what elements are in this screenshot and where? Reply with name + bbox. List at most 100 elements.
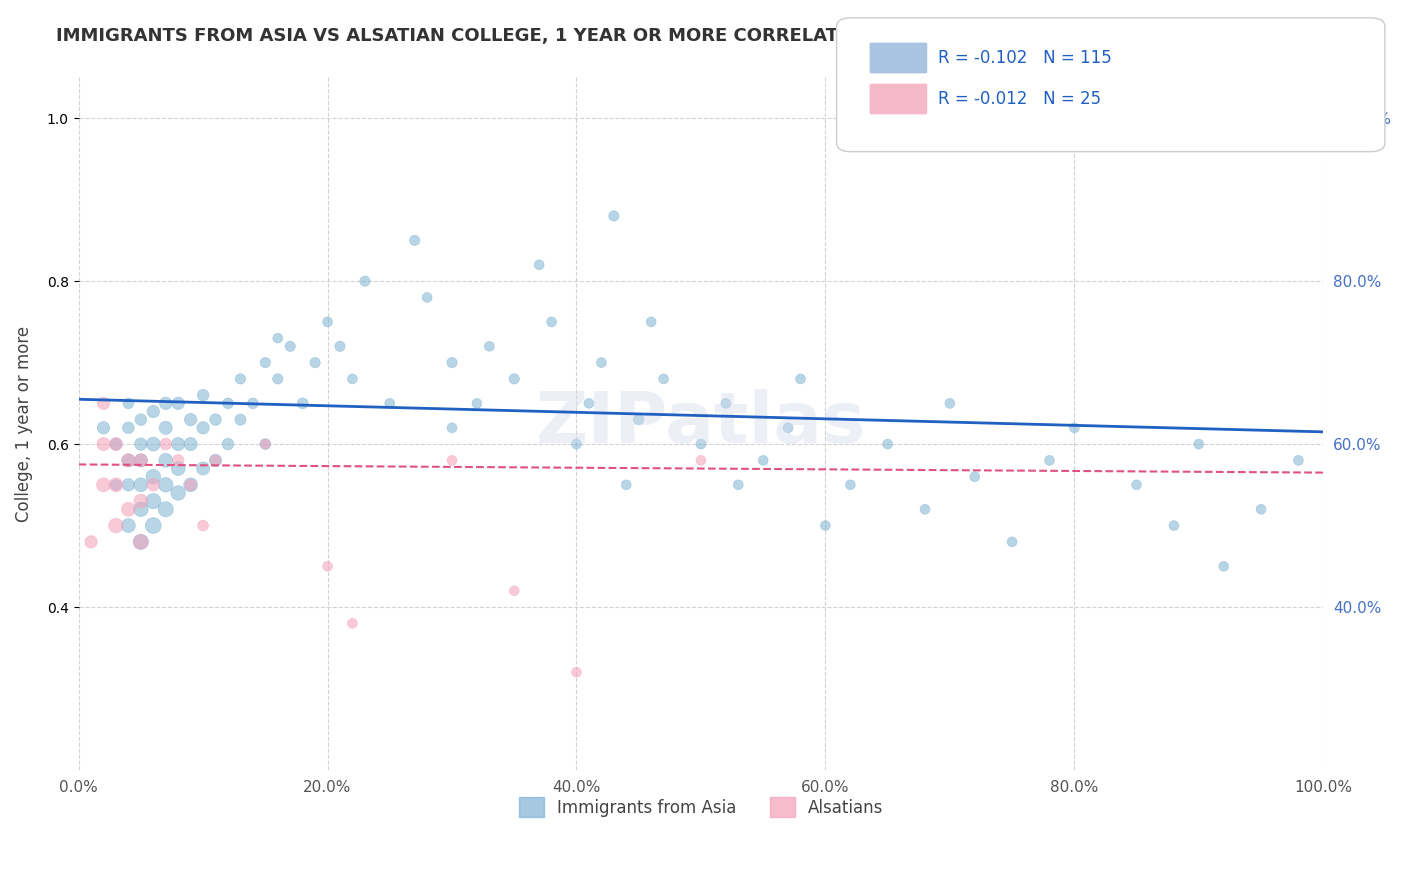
Point — [229, 372, 252, 386]
Point — [242, 396, 264, 410]
Point — [1250, 502, 1272, 516]
Point — [291, 396, 314, 410]
Point — [155, 421, 177, 435]
Point — [329, 339, 352, 353]
Point — [503, 372, 526, 386]
Point — [440, 453, 463, 467]
Text: ZIPatlas: ZIPatlas — [536, 389, 866, 458]
Point — [1286, 453, 1309, 467]
Point — [117, 518, 139, 533]
Point — [1212, 559, 1234, 574]
Point — [342, 372, 364, 386]
Point — [690, 453, 713, 467]
Point — [939, 396, 962, 410]
Point — [254, 437, 277, 451]
Point — [1188, 437, 1211, 451]
Point — [603, 209, 626, 223]
Point — [104, 437, 127, 451]
Point — [142, 404, 165, 418]
Point — [167, 453, 190, 467]
Point — [104, 478, 127, 492]
Point — [267, 331, 290, 345]
Point — [503, 583, 526, 598]
Point — [254, 437, 277, 451]
Point — [217, 437, 239, 451]
Point — [129, 412, 152, 426]
Point — [465, 396, 488, 410]
Point — [565, 665, 588, 680]
Point — [104, 478, 127, 492]
Point — [142, 518, 165, 533]
Point — [117, 453, 139, 467]
Point — [167, 396, 190, 410]
Legend: Immigrants from Asia, Alsatians: Immigrants from Asia, Alsatians — [512, 790, 890, 824]
Point — [80, 534, 103, 549]
Point — [155, 396, 177, 410]
Point — [752, 453, 775, 467]
Point — [578, 396, 600, 410]
Point — [714, 396, 737, 410]
Point — [129, 534, 152, 549]
Point — [180, 437, 202, 451]
Text: Source: ZipAtlas.com: Source: ZipAtlas.com — [1216, 27, 1364, 41]
Point — [129, 437, 152, 451]
Point — [416, 290, 439, 304]
Point — [191, 421, 214, 435]
Point — [591, 356, 613, 370]
Point — [93, 421, 115, 435]
Point — [267, 372, 290, 386]
Point — [627, 412, 650, 426]
Point — [93, 396, 115, 410]
Point — [191, 518, 214, 533]
Point — [304, 356, 326, 370]
Point — [316, 315, 339, 329]
Point — [93, 478, 115, 492]
Point — [839, 478, 862, 492]
Point — [378, 396, 401, 410]
Point — [129, 478, 152, 492]
Point — [117, 421, 139, 435]
Point — [167, 437, 190, 451]
Point — [789, 372, 811, 386]
Point — [191, 388, 214, 402]
Point — [129, 494, 152, 508]
Point — [204, 453, 226, 467]
Point — [167, 486, 190, 500]
Point — [142, 469, 165, 483]
Point — [727, 478, 749, 492]
Point — [129, 453, 152, 467]
Point — [117, 502, 139, 516]
Point — [640, 315, 662, 329]
Point — [129, 534, 152, 549]
Point — [1038, 453, 1060, 467]
Point — [142, 478, 165, 492]
Point — [167, 461, 190, 475]
Point — [540, 315, 562, 329]
Point — [229, 412, 252, 426]
Point — [440, 356, 463, 370]
Point — [565, 437, 588, 451]
Point — [129, 502, 152, 516]
Point — [204, 453, 226, 467]
Point — [155, 502, 177, 516]
Point — [814, 518, 837, 533]
Point — [104, 437, 127, 451]
Point — [117, 453, 139, 467]
Point — [278, 339, 301, 353]
Point — [316, 559, 339, 574]
Point — [1163, 518, 1185, 533]
Text: R = -0.102   N = 115: R = -0.102 N = 115 — [938, 49, 1112, 67]
Point — [155, 437, 177, 451]
Text: R = -0.012   N = 25: R = -0.012 N = 25 — [938, 90, 1101, 108]
Point — [778, 421, 800, 435]
Point — [204, 412, 226, 426]
Point — [652, 372, 675, 386]
Point — [217, 396, 239, 410]
Point — [354, 274, 377, 288]
Point — [104, 518, 127, 533]
Point — [1312, 95, 1334, 109]
Point — [1125, 478, 1147, 492]
Point — [117, 396, 139, 410]
Point — [527, 258, 550, 272]
Point — [342, 616, 364, 631]
